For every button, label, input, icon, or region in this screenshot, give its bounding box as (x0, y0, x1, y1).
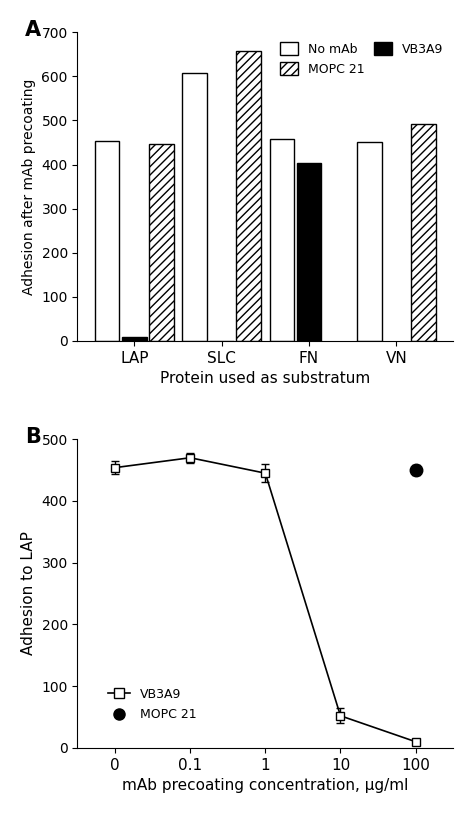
Y-axis label: Adhesion to LAP: Adhesion to LAP (21, 532, 36, 655)
Bar (411, 124, 436, 341)
Bar (297, 163, 321, 341)
Text: B: B (25, 427, 41, 447)
Bar (95, 141, 119, 341)
Legend: No mAb, MOPC 21, VB3A9: No mAb, MOPC 21, VB3A9 (276, 38, 447, 80)
Bar (357, 142, 382, 341)
Bar (122, 337, 146, 341)
Y-axis label: Adhesion after mAb precoating: Adhesion after mAb precoating (22, 78, 36, 295)
X-axis label: Protein used as substratum: Protein used as substratum (160, 371, 371, 386)
Bar (237, 51, 261, 341)
X-axis label: mAb precoating concentration, μg/ml: mAb precoating concentration, μg/ml (122, 778, 409, 793)
Bar (182, 72, 207, 341)
Bar (149, 144, 173, 341)
Bar (270, 139, 294, 341)
Text: A: A (25, 20, 41, 40)
Legend: VB3A9, MOPC 21: VB3A9, MOPC 21 (102, 683, 201, 726)
